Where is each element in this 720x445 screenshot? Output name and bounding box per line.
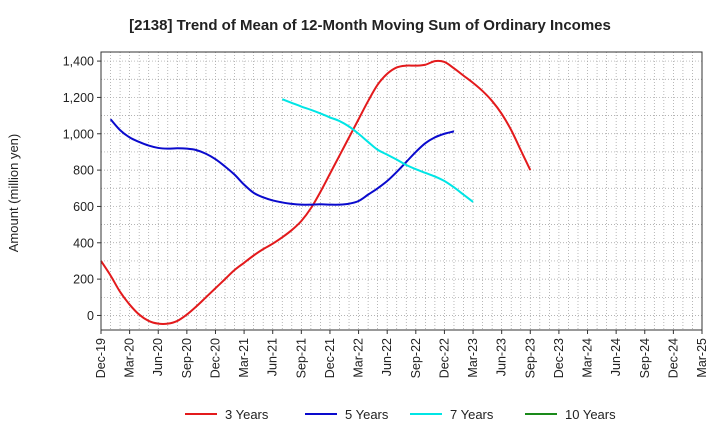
x-tick-label: Jun-23 (495, 338, 509, 376)
y-tick-label: 1,400 (63, 55, 94, 69)
x-tick-label: Mar-23 (466, 338, 480, 378)
y-tick-label: 1,200 (63, 91, 94, 105)
x-tick-label: Mar-25 (695, 338, 709, 378)
x-tick-label: Dec-21 (323, 338, 337, 378)
legend-label: 7 Years (450, 407, 494, 422)
y-tick-label: 0 (87, 309, 94, 323)
x-tick-label: Jun-21 (266, 338, 280, 376)
grid-lines (101, 52, 702, 330)
chart-title: [2138] Trend of Mean of 12-Month Moving … (129, 17, 611, 34)
y-tick-label: 1,000 (63, 127, 94, 141)
x-tick-label: Jun-20 (151, 338, 165, 376)
series-lines (100, 59, 532, 325)
x-tick-label: Mar-24 (581, 338, 595, 378)
x-tick-label: Sep-24 (638, 338, 652, 378)
x-tick-label: Mar-20 (123, 338, 137, 378)
legend-label: 3 Years (225, 407, 269, 422)
x-tick-label: Jun-22 (380, 338, 394, 376)
x-tick-label: Dec-20 (208, 338, 222, 378)
plot-area-frame (100, 51, 703, 331)
series-line-5-years (109, 118, 455, 206)
y-tick-label: 600 (73, 200, 94, 214)
axis-ticks: 0 200 400 600 800 1,000 1,200 1,400 Dec-19 Mar-20… (63, 55, 709, 379)
y-axis-label: Amount (million yen) (6, 134, 21, 253)
x-tick-label: Sep-21 (294, 338, 308, 378)
legend-label: 10 Years (565, 407, 616, 422)
x-tick-label: Dec-22 (437, 338, 451, 378)
x-tick-label: Sep-20 (180, 338, 194, 378)
y-tick-label: 200 (73, 273, 94, 287)
legend-label: 5 Years (345, 407, 389, 422)
series-line-7-years (281, 98, 474, 203)
x-tick-label: Sep-23 (523, 338, 537, 378)
x-tick-label: Mar-22 (352, 338, 366, 378)
legend: 3 Years 5 Years 7 Years 10 Years (185, 407, 616, 422)
y-tick-label: 400 (73, 236, 94, 250)
y-tick-label: 800 (73, 164, 94, 178)
series-line-3-years (100, 59, 532, 325)
x-tick-label: Dec-19 (94, 338, 108, 378)
x-tick-label: Sep-22 (409, 338, 423, 378)
x-tick-label: Jun-24 (609, 338, 623, 376)
x-tick-label: Mar-21 (237, 338, 251, 378)
x-tick-label: Dec-23 (552, 338, 566, 378)
x-tick-label: Dec-24 (666, 338, 680, 378)
